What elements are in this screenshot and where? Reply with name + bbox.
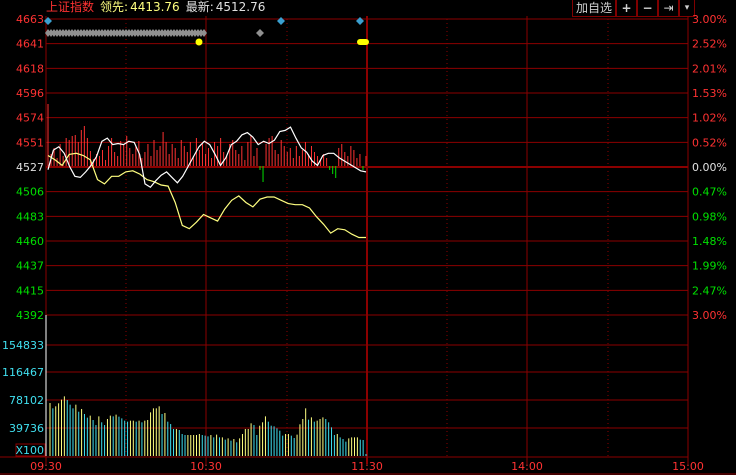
price-tick: 4483 xyxy=(16,210,44,223)
price-tick: 4506 xyxy=(16,186,44,199)
price-tick: 4574 xyxy=(16,112,44,125)
add-watchlist-button[interactable]: 加自选 xyxy=(572,0,616,17)
price-line xyxy=(47,126,367,188)
volume-tick: 116467 xyxy=(2,366,44,379)
lead-label: 领先: xyxy=(100,0,129,14)
time-tick: 10:30 xyxy=(190,460,222,473)
latest-label: 最新: xyxy=(185,0,214,14)
volume-tick: 39736 xyxy=(9,422,44,435)
latest-value: 4512.76 xyxy=(215,0,266,14)
lead-line xyxy=(47,152,366,239)
price-tick: 4415 xyxy=(16,284,44,297)
volume-tick: 78102 xyxy=(9,394,44,407)
lead-value: 4413.76 xyxy=(130,0,180,14)
time-tick: 09:30 xyxy=(30,460,62,473)
price-tick: 4618 xyxy=(16,62,44,75)
event-marker-blue xyxy=(356,17,364,25)
price-tick: 4663 xyxy=(16,13,44,26)
pct-tick: 0.00% xyxy=(692,161,727,174)
pct-tick: 3.00% xyxy=(692,13,727,26)
pct-tick: 3.00% xyxy=(692,309,727,322)
index-name: 上证指数 xyxy=(46,0,95,14)
pct-tick: 2.52% xyxy=(692,38,727,51)
zoom-out-button[interactable]: − xyxy=(637,0,658,17)
price-tick: 4460 xyxy=(16,235,44,248)
time-tick: 11:30 xyxy=(351,460,383,473)
volume-unit: X100 xyxy=(15,444,44,457)
event-marker-blue xyxy=(277,17,285,25)
price-tick: 4392 xyxy=(16,309,44,322)
volume-unit-box xyxy=(15,443,46,457)
price-tick: 4596 xyxy=(16,87,44,100)
event-marker-gray xyxy=(201,29,207,37)
event-marker-yellow xyxy=(357,39,369,45)
pct-tick: 0.47% xyxy=(692,186,727,199)
pct-tick: 1.02% xyxy=(692,112,727,125)
step-forward-icon[interactable]: ⇥ xyxy=(658,0,679,17)
event-marker-yellow xyxy=(195,38,203,46)
pct-tick: 2.47% xyxy=(692,284,727,297)
pct-tick: 2.01% xyxy=(692,62,727,75)
price-tick: 4437 xyxy=(16,260,44,273)
event-marker-gray xyxy=(256,29,264,37)
price-tick: 4551 xyxy=(16,136,44,149)
pct-tick: 1.48% xyxy=(692,235,727,248)
event-marker-blue xyxy=(44,17,52,25)
dropdown-menu-icon[interactable]: ▾ xyxy=(679,0,695,17)
time-tick: 15:00 xyxy=(672,460,704,473)
toolbar: 加自选 + − ⇥ ▾ xyxy=(572,0,695,17)
pct-tick: 1.99% xyxy=(692,260,727,273)
pct-tick: 0.98% xyxy=(692,210,727,223)
pct-tick: 1.53% xyxy=(692,87,727,100)
price-tick: 4641 xyxy=(16,38,44,51)
time-tick: 14:00 xyxy=(511,460,543,473)
chart-title: 上证指数 领先: 4413.76 最新: 4512.76 xyxy=(46,0,265,16)
zoom-in-button[interactable]: + xyxy=(616,0,637,17)
pct-tick: 0.52% xyxy=(692,136,727,149)
price-tick: 4527 xyxy=(16,161,44,174)
volume-tick: 154833 xyxy=(2,339,44,352)
